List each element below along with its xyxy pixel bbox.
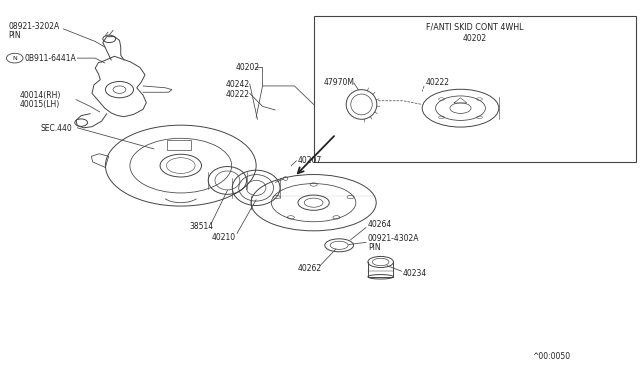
Text: 40014(RH): 40014(RH): [20, 91, 61, 100]
Text: 40264: 40264: [368, 221, 392, 230]
Bar: [314, 16, 636, 162]
Text: 38514: 38514: [189, 222, 213, 231]
Text: 40202: 40202: [463, 34, 487, 43]
Text: 47970M: 47970M: [323, 78, 354, 87]
Text: 40242: 40242: [225, 80, 250, 89]
Text: 00921-4302A: 00921-4302A: [368, 234, 419, 243]
Text: 40262: 40262: [298, 264, 322, 273]
Text: F/ANTI SKID CONT 4WHL: F/ANTI SKID CONT 4WHL: [426, 22, 524, 31]
Text: PIN: PIN: [368, 243, 381, 252]
Text: 40222: 40222: [426, 78, 449, 87]
Text: N: N: [12, 56, 17, 61]
Text: PIN: PIN: [8, 31, 21, 41]
Text: 08921-3202A: 08921-3202A: [8, 22, 60, 31]
Text: SEC.440: SEC.440: [40, 124, 72, 133]
Text: 40015(LH): 40015(LH): [20, 100, 60, 109]
Text: 0B911-6441A: 0B911-6441A: [25, 54, 77, 62]
Text: 40202: 40202: [236, 63, 260, 72]
Text: 40210: 40210: [211, 232, 236, 242]
Text: ^00:0050: ^00:0050: [532, 352, 570, 361]
Text: 40222: 40222: [225, 90, 250, 99]
Text: 40234: 40234: [403, 269, 428, 278]
Text: 40207: 40207: [298, 155, 322, 164]
Bar: [167, 140, 191, 150]
